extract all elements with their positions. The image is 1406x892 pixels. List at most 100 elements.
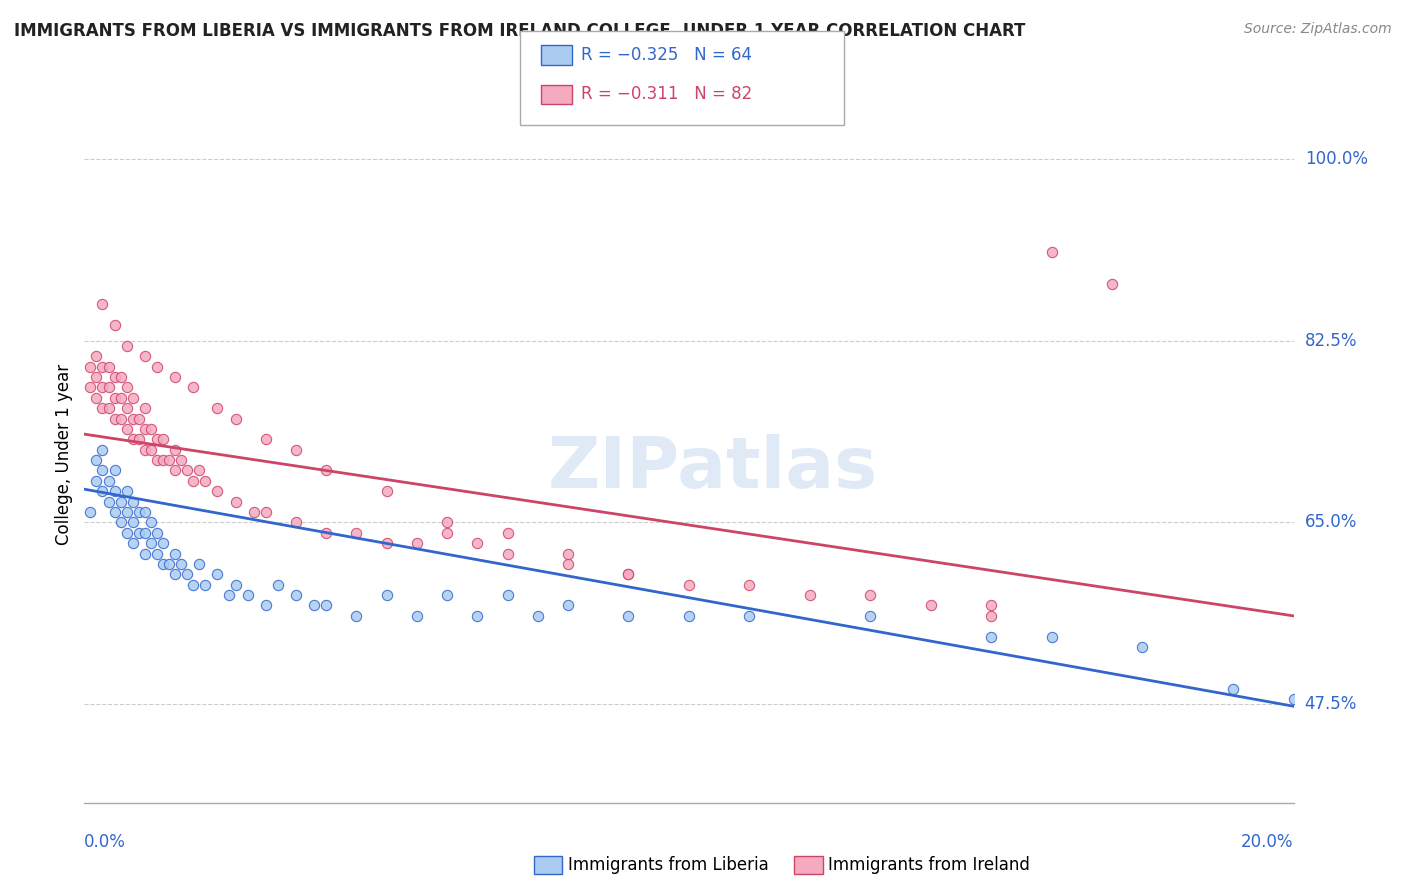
- Point: [254, 505, 277, 519]
- Point: [97, 380, 120, 394]
- Point: [79, 359, 101, 374]
- Point: [146, 453, 169, 467]
- Point: [128, 433, 150, 447]
- Point: [207, 401, 229, 416]
- Point: [110, 516, 132, 530]
- Point: [110, 391, 132, 405]
- Point: [181, 578, 204, 592]
- Point: [121, 536, 143, 550]
- Point: [91, 359, 114, 374]
- Point: [496, 525, 519, 540]
- Point: [86, 391, 108, 405]
- Point: [128, 505, 150, 519]
- Text: ZIPatlas: ZIPatlas: [548, 434, 879, 503]
- Point: [1040, 245, 1063, 260]
- Point: [254, 599, 277, 613]
- Point: [176, 567, 198, 582]
- Point: [375, 536, 398, 550]
- Point: [194, 474, 217, 488]
- Point: [91, 463, 114, 477]
- Point: [467, 536, 489, 550]
- Point: [1222, 681, 1244, 696]
- Point: [738, 578, 761, 592]
- Point: [104, 463, 127, 477]
- Text: Immigrants from Ireland: Immigrants from Ireland: [828, 856, 1031, 874]
- Point: [557, 557, 579, 571]
- Point: [104, 484, 127, 499]
- Point: [496, 547, 519, 561]
- Point: [188, 557, 211, 571]
- Point: [134, 505, 156, 519]
- Point: [375, 484, 398, 499]
- Point: [181, 380, 204, 394]
- Point: [225, 411, 247, 425]
- Point: [91, 297, 114, 311]
- Text: R = −0.311   N = 82: R = −0.311 N = 82: [581, 85, 752, 103]
- Point: [436, 525, 458, 540]
- Point: [86, 370, 108, 384]
- Point: [188, 463, 211, 477]
- Point: [163, 463, 186, 477]
- Point: [617, 567, 640, 582]
- Point: [128, 525, 150, 540]
- Point: [104, 411, 127, 425]
- Point: [859, 608, 882, 623]
- Text: 100.0%: 100.0%: [1305, 150, 1368, 168]
- Point: [738, 608, 761, 623]
- Point: [134, 349, 156, 363]
- Point: [496, 588, 519, 602]
- Point: [152, 433, 174, 447]
- Point: [302, 599, 325, 613]
- Point: [242, 505, 264, 519]
- Point: [134, 525, 156, 540]
- Point: [139, 422, 162, 436]
- Text: 82.5%: 82.5%: [1305, 332, 1357, 350]
- Point: [170, 557, 193, 571]
- Point: [859, 588, 882, 602]
- Text: 47.5%: 47.5%: [1305, 695, 1357, 713]
- Point: [121, 494, 143, 508]
- Point: [91, 442, 114, 457]
- Point: [346, 525, 368, 540]
- Point: [86, 349, 108, 363]
- Point: [91, 484, 114, 499]
- Point: [678, 608, 700, 623]
- Point: [163, 442, 186, 457]
- Point: [115, 339, 138, 353]
- Point: [110, 370, 132, 384]
- Point: [980, 599, 1002, 613]
- Point: [406, 608, 429, 623]
- Point: [557, 547, 579, 561]
- Point: [678, 578, 700, 592]
- Point: [121, 433, 143, 447]
- Point: [139, 536, 162, 550]
- Point: [104, 318, 127, 332]
- Point: [284, 588, 308, 602]
- Point: [146, 547, 169, 561]
- Point: [267, 578, 290, 592]
- Point: [225, 578, 247, 592]
- Y-axis label: College, Under 1 year: College, Under 1 year: [55, 364, 73, 546]
- Point: [97, 494, 120, 508]
- Point: [97, 359, 120, 374]
- Point: [181, 474, 204, 488]
- Point: [79, 380, 101, 394]
- Text: IMMIGRANTS FROM LIBERIA VS IMMIGRANTS FROM IRELAND COLLEGE, UNDER 1 YEAR CORRELA: IMMIGRANTS FROM LIBERIA VS IMMIGRANTS FR…: [14, 22, 1025, 40]
- Point: [799, 588, 821, 602]
- Point: [121, 411, 143, 425]
- Point: [152, 557, 174, 571]
- Point: [1101, 277, 1123, 291]
- Point: [526, 608, 548, 623]
- Point: [146, 433, 169, 447]
- Point: [980, 608, 1002, 623]
- Point: [134, 401, 156, 416]
- Point: [115, 380, 138, 394]
- Point: [121, 516, 143, 530]
- Point: [115, 525, 138, 540]
- Point: [176, 463, 198, 477]
- Text: 0.0%: 0.0%: [84, 833, 127, 851]
- Point: [115, 401, 138, 416]
- Point: [79, 505, 101, 519]
- Point: [91, 380, 114, 394]
- Point: [1282, 692, 1305, 706]
